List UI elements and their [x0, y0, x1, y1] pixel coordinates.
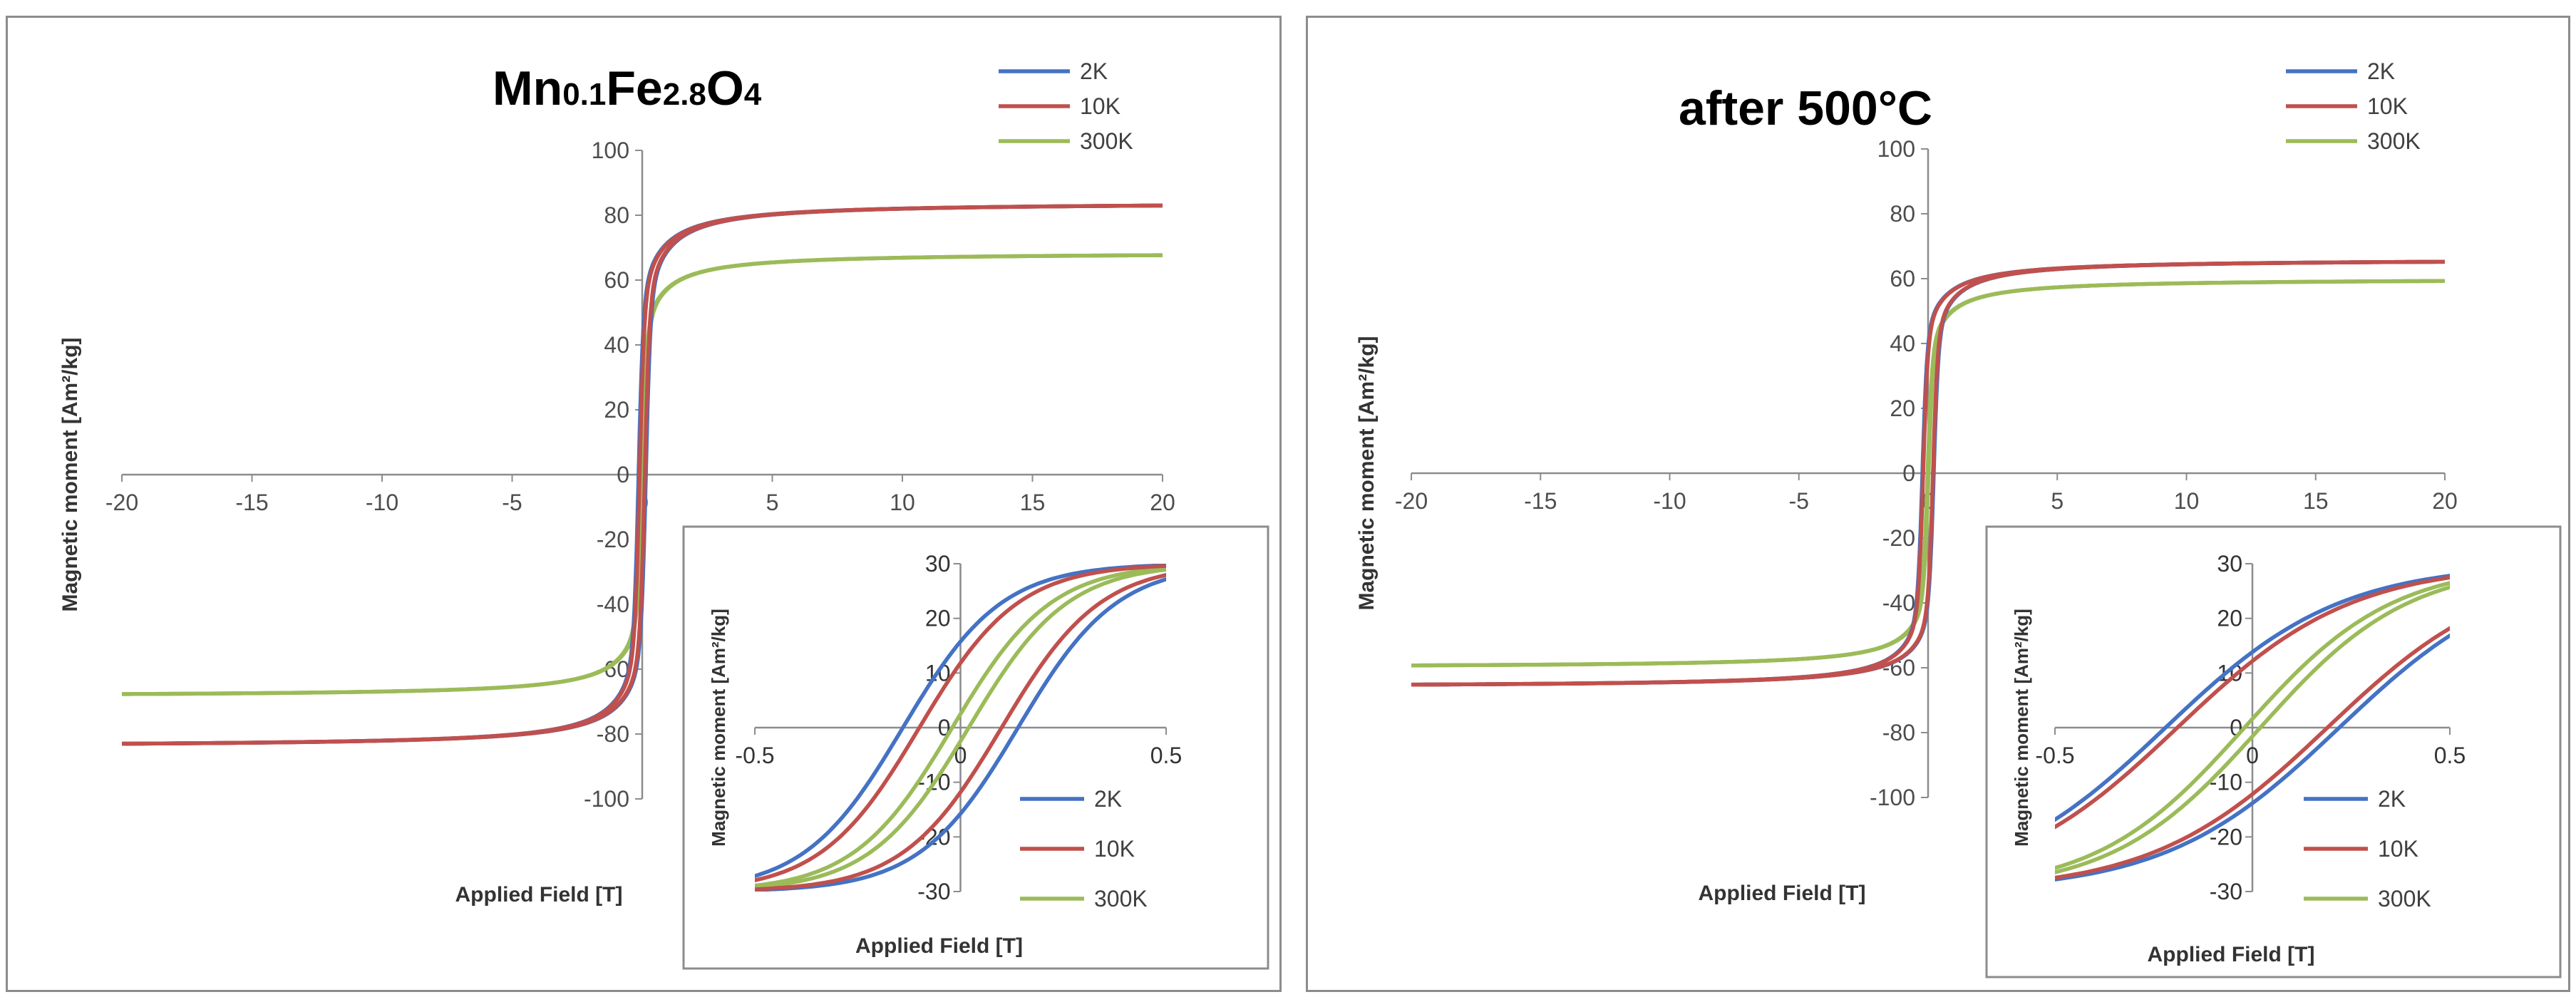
x-tick-label: 10 [2174, 488, 2200, 514]
y-tick-label: -100 [584, 786, 629, 812]
inset-y-tick-label: -10 [2210, 770, 2242, 795]
series-line-10k-ascending [122, 203, 1163, 746]
chart-title: Mn0.1Fe2.8O4 [493, 61, 762, 115]
inset-x-axis-title: Applied Field [T] [2148, 943, 2315, 966]
y-tick-label: 60 [604, 267, 629, 293]
x-tick-label: -10 [1653, 488, 1686, 514]
inset-x-axis-title: Applied Field [T] [855, 934, 1023, 958]
y-tick-label: 20 [1890, 396, 1915, 421]
inset-x-tick-label: -0.5 [2035, 743, 2074, 768]
inset-series-line-10k-ascending [755, 572, 1166, 892]
x-axis-title: Applied Field [T] [1699, 882, 1866, 905]
chart-title-part: Mn [493, 61, 562, 115]
inset-y-tick-label: -30 [917, 879, 950, 904]
y-tick-label: 0 [617, 462, 629, 487]
inset-series-line-10k-descending [2055, 575, 2450, 830]
hysteresis-chart-after-500c: after 500°C-20 -15 -10 -5 0 5 10 15 20-100-80-60… [1355, 58, 2562, 978]
inset-curves [755, 564, 1166, 892]
inset-series-line-300k-ascending [755, 567, 1166, 889]
x-tick-label: 10 [890, 490, 915, 515]
inset-y-tick-label: 30 [925, 551, 951, 577]
y-axis-title: Magnetic moment [Am²/kg] [1355, 336, 1379, 610]
y-tick-label: 60 [1890, 266, 1915, 291]
legend-label-2k: 2K [2367, 58, 2395, 84]
y-tick-label: -80 [597, 721, 629, 747]
x-tick-label: -5 [1789, 488, 1809, 514]
legend-label-300k: 300K [1080, 128, 1133, 154]
hysteresis-chart-mn-ferrite: Mn0.1Fe2.8O4-20 -15 -10 -5 0 5 10 15 20-100-80-6… [58, 58, 1269, 970]
inset-legend-label-300k: 300K [2378, 886, 2431, 911]
y-tick-label: 40 [604, 332, 629, 358]
x-tick-label: -10 [366, 490, 398, 515]
y-tick-label: -20 [597, 527, 629, 552]
chart-title-part: O [706, 61, 744, 115]
x-tick-label: -20 [105, 490, 138, 515]
inset-legend-label-300k: 300K [1094, 886, 1148, 911]
y-tick-label: 20 [604, 397, 629, 423]
y-tick-label: 100 [1877, 136, 1915, 162]
y-tick-label: 40 [1890, 331, 1915, 356]
x-tick-label: 5 [2051, 488, 2064, 514]
x-tick-label: 15 [1020, 490, 1046, 515]
inset-y-tick-label: -30 [2210, 879, 2242, 904]
y-tick-label: -20 [1882, 525, 1915, 551]
inset-y-axis-title: Magnetic moment [Am²/kg] [708, 609, 729, 847]
chart-title-part: 2.8 [663, 77, 706, 112]
chart-panel-left: Mn0.1Fe2.8O4 -20 -15 -10 -5 0 5 10 15 20 -100 -80 -6… [6, 16, 1282, 992]
x-tick-label: -5 [502, 490, 522, 515]
inset-x-tick-label: 0.5 [2434, 743, 2466, 768]
x-tick-label: 20 [2432, 488, 2458, 514]
inset-series-line-2k-ascending [2055, 633, 2450, 882]
series-line-10k-ascending [1411, 259, 2445, 687]
inset-y-tick-label: 30 [2217, 551, 2242, 577]
inset-frame [682, 525, 1269, 970]
inset-x-tick-label: -0.5 [735, 743, 774, 768]
chart-title-part: after 500°C [1679, 81, 1932, 135]
series-line-300k-ascending [1411, 279, 2445, 668]
x-tick-label: -15 [235, 490, 268, 515]
inset-frame [1985, 525, 2562, 978]
legend-label-300k: 300K [2367, 128, 2421, 154]
inset-series-line-10k-ascending [2055, 626, 2450, 880]
series-line-300k-ascending [122, 253, 1163, 696]
x-axis-title: Applied Field [T] [455, 883, 623, 907]
x-tick-label: -20 [1395, 488, 1428, 514]
y-axis-title: Magnetic moment [Am²/kg] [58, 337, 82, 611]
y-tick-label: -40 [597, 592, 629, 617]
inset-curves [2055, 574, 2450, 882]
chart-title-part: Fe [606, 61, 662, 115]
y-tick-label: 0 [1902, 460, 1915, 486]
inset-legend-label-2k: 2K [1094, 786, 1122, 812]
inset-y-tick-label: 20 [925, 606, 951, 631]
y-tick-label: -40 [1882, 590, 1915, 616]
y-tick-label: 80 [1890, 201, 1915, 227]
chart-title-part: 4 [744, 77, 762, 112]
inset-series-line-300k-descending [2055, 581, 2450, 870]
legend-label-10k: 10K [1080, 93, 1120, 119]
inset-series-line-2k-descending [2055, 574, 2450, 822]
x-tick-label: 5 [766, 490, 779, 515]
x-tick-label: 20 [1150, 490, 1175, 515]
x-tick-label: -15 [1524, 488, 1557, 514]
inset-series-line-10k-descending [755, 564, 1166, 883]
y-tick-label: 100 [592, 138, 629, 163]
inset-legend-label-10k: 10K [1094, 836, 1135, 862]
chart-title: after 500°C [1679, 81, 1932, 135]
inset-y-axis-title: Magnetic moment [Am²/kg] [2011, 609, 2032, 847]
x-tick-label: 15 [2303, 488, 2329, 514]
inset-y-tick-label: 20 [2217, 606, 2242, 631]
inset-x-tick-label: 0.5 [1150, 743, 1182, 768]
inset-legend-label-10k: 10K [2378, 836, 2418, 862]
chart-panel-right: after 500°C -20 -15 -10 -5 0 5 10 15 20 -100 -80 -60… [1306, 16, 2570, 992]
y-tick-label: -80 [1882, 720, 1915, 745]
chart-title-part: 0.1 [562, 77, 606, 112]
y-tick-label: -100 [1870, 785, 1915, 810]
inset-legend-label-2k: 2K [2378, 786, 2406, 812]
inset-series-line-300k-ascending [2055, 585, 2450, 874]
y-tick-label: 80 [604, 202, 629, 228]
legend-label-10k: 10K [2367, 93, 2408, 119]
inset-x-tick-label: 0 [2246, 743, 2259, 768]
inset-series-line-300k-descending [755, 566, 1166, 888]
legend-label-2k: 2K [1080, 58, 1108, 84]
